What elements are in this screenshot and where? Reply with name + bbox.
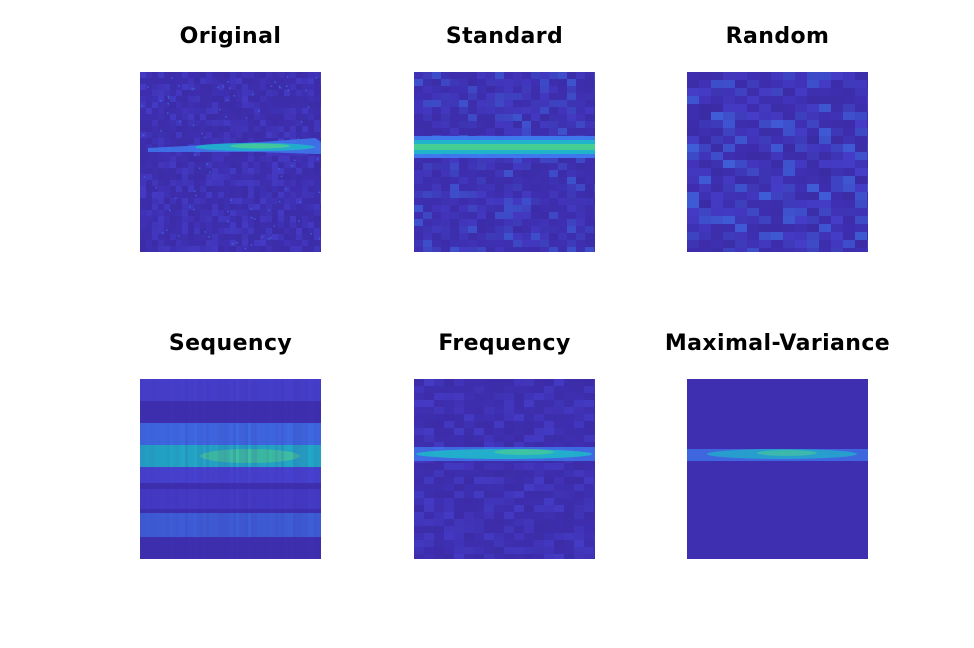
panel-title: Sequency (168, 331, 293, 356)
panel-title: Random (725, 24, 830, 49)
image-random (687, 72, 868, 252)
image-standard (414, 72, 595, 252)
image-original (140, 72, 321, 252)
image-frequency (414, 379, 595, 559)
image-maxvar (687, 379, 868, 559)
panel-title: Frequency (438, 331, 571, 356)
panel-title: Original (179, 24, 282, 49)
image-sequency (140, 379, 321, 559)
panel-title: Maximal-Variance (664, 331, 891, 356)
panel-title: Standard (445, 24, 564, 49)
